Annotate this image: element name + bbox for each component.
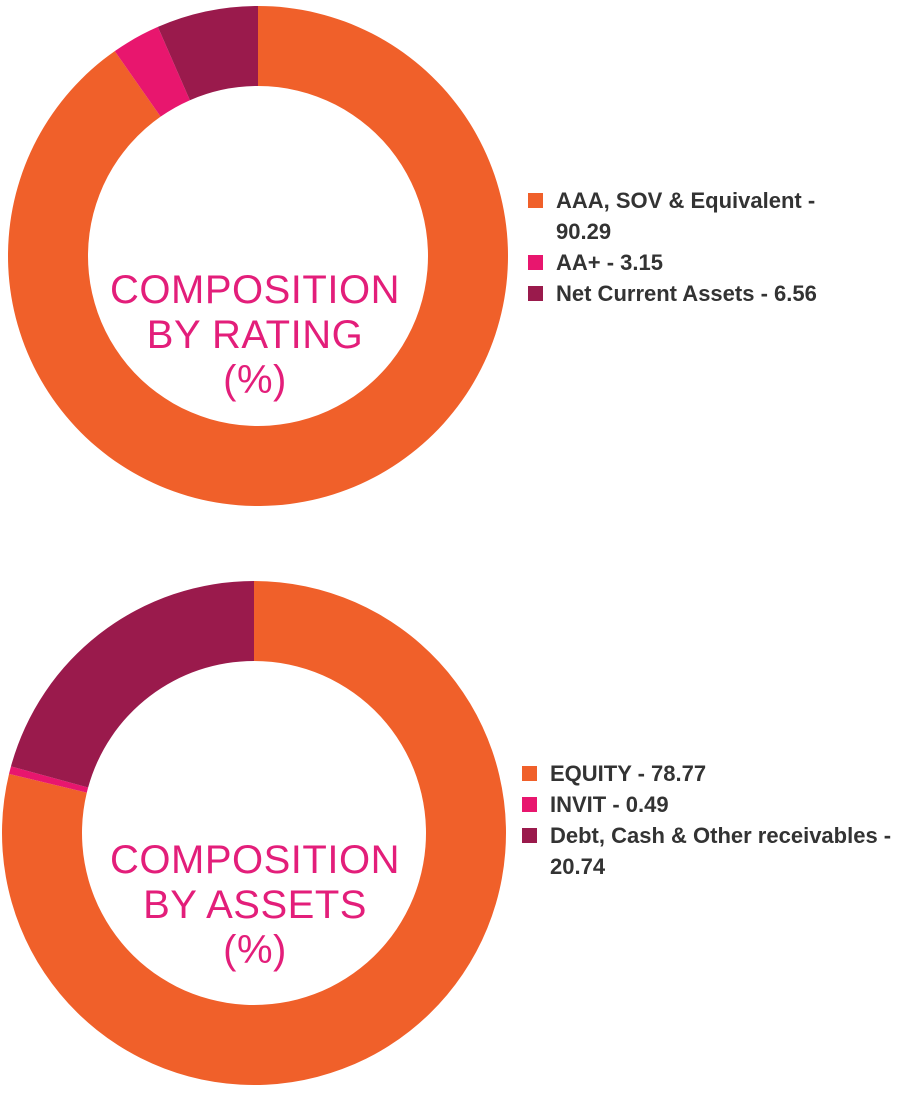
legend-item: INVIT - 0.49: [522, 789, 912, 820]
legend-item: AA+ - 3.15: [528, 247, 863, 278]
legend-swatch: [528, 193, 543, 208]
rating-slice-aaa-sov-equivalent: [8, 6, 509, 506]
assets-chart-title: COMPOSITION BY ASSETS (%): [80, 838, 430, 972]
assets-legend: EQUITY - 78.77 INVIT - 0.49 Debt, Cash &…: [522, 758, 912, 882]
assets-slice-equity: [1, 581, 506, 1085]
assets-slice-invit: [9, 766, 89, 793]
legend-swatch: [528, 255, 543, 270]
rating-title-line-1: COMPOSITION: [110, 268, 400, 312]
rating-title-line-3: (%): [223, 357, 287, 402]
legend-label: Debt, Cash & Other receivables - 20.74: [550, 823, 892, 879]
legend-swatch: [522, 797, 537, 812]
assets-title-line-2: BY ASSETS: [143, 882, 367, 927]
rating-donut: [8, 6, 509, 506]
rating-chart: COMPOSITION BY RATING (%) AAA, SOV & Equ…: [0, 0, 917, 520]
legend-swatch: [528, 286, 543, 301]
legend-swatch: [522, 828, 537, 843]
rating-slice-aa: [114, 26, 190, 117]
legend-label: AAA, SOV & Equivalent - 90.29: [556, 188, 816, 244]
legend-item: EQUITY - 78.77: [522, 758, 912, 789]
assets-title-line-1: COMPOSITION: [110, 838, 400, 882]
legend-label: INVIT - 0.49: [550, 792, 669, 817]
legend-label: Net Current Assets - 6.56: [556, 281, 817, 306]
rating-title-line-2: BY RATING: [146, 312, 364, 357]
assets-chart: COMPOSITION BY ASSETS (%) EQUITY - 78.77…: [0, 570, 917, 1099]
rating-slice-net-current-assets: [157, 6, 258, 101]
assets-slice-debt-cash-other-receivables: [10, 581, 255, 788]
legend-item: Net Current Assets - 6.56: [528, 278, 863, 309]
legend-swatch: [522, 766, 537, 781]
rating-legend: AAA, SOV & Equivalent - 90.29 AA+ - 3.15…: [528, 185, 863, 309]
legend-label: EQUITY - 78.77: [550, 761, 707, 786]
legend-item: AAA, SOV & Equivalent - 90.29: [528, 185, 863, 247]
legend-label: AA+ - 3.15: [556, 250, 663, 275]
assets-donut: [1, 581, 506, 1085]
assets-title-line-3: (%): [223, 927, 287, 972]
legend-item: Debt, Cash & Other receivables - 20.74: [522, 820, 912, 882]
rating-chart-title: COMPOSITION BY RATING (%): [80, 268, 430, 402]
